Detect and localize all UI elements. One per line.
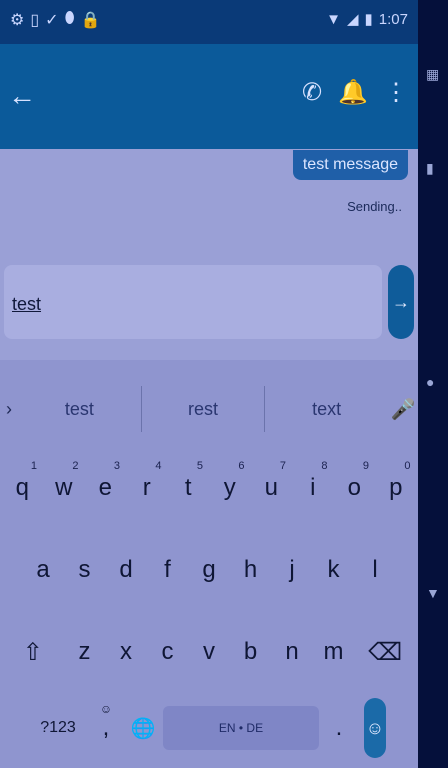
emoji-enter-key[interactable]: ☺ bbox=[364, 698, 386, 758]
app-bar-actions: ✆ 🔔 ⋮ bbox=[302, 78, 408, 107]
bell-icon[interactable]: 🔔 bbox=[338, 79, 368, 106]
microphone-icon[interactable]: 🎤 bbox=[390, 398, 416, 421]
key-f[interactable]: f bbox=[164, 556, 171, 583]
more-options-icon[interactable]: ⋮ bbox=[384, 79, 408, 106]
status-time: 1:07 bbox=[378, 10, 408, 28]
send-arrow-icon: → bbox=[392, 291, 410, 312]
navigation-bar: ▦ ▮ ● ▼ bbox=[418, 0, 448, 768]
suggestion-2[interactable]: rest bbox=[188, 398, 219, 419]
key-z[interactable]: z bbox=[78, 638, 91, 665]
check-icon: ✓ bbox=[45, 12, 59, 29]
sim-icon: ▯ bbox=[30, 12, 40, 29]
message-status: Sending.. bbox=[347, 199, 402, 214]
globe-icon: 🌐 bbox=[130, 717, 156, 740]
chevron-right-icon[interactable]: › bbox=[6, 398, 12, 419]
status-icons-left: ⚙ ▯ ✓ ⬮ 🔒 bbox=[10, 10, 101, 30]
key-row-3: ⇧ z x c v b n m ⌫ bbox=[0, 622, 418, 682]
key-k[interactable]: k bbox=[327, 556, 340, 583]
enter-key-wrap: ☺ bbox=[359, 698, 391, 758]
key-j[interactable]: j bbox=[289, 556, 295, 583]
suggestion-strip: › test rest text 🎤 bbox=[0, 360, 418, 458]
keyboard-switch-icon[interactable]: ▦ bbox=[426, 66, 440, 82]
key-d[interactable]: d bbox=[119, 556, 133, 583]
signal-icon: ◢ bbox=[346, 11, 359, 28]
app-bar: ← ✆ 🔔 ⋮ bbox=[0, 44, 418, 149]
shift-arrow-icon: ⇧ bbox=[22, 638, 43, 666]
key-l[interactable]: l bbox=[372, 556, 378, 583]
key-s[interactable]: s bbox=[78, 556, 91, 583]
send-button[interactable]: → bbox=[388, 265, 414, 339]
key-x[interactable]: x bbox=[120, 638, 132, 665]
suggestion-divider bbox=[140, 386, 142, 432]
message-bubble[interactable]: test message bbox=[292, 150, 408, 180]
symbols-key[interactable]: ?123 bbox=[40, 719, 76, 736]
key-b[interactable]: b bbox=[243, 638, 258, 665]
key-a[interactable]: a bbox=[36, 556, 50, 583]
key-h[interactable]: h bbox=[243, 556, 258, 583]
key-row-2: a s d f g h j k l bbox=[0, 540, 418, 600]
home-icon[interactable]: ● bbox=[426, 374, 435, 390]
gear-icon: ⚙ bbox=[10, 12, 25, 29]
back-nav-icon[interactable]: ▼ bbox=[426, 585, 440, 601]
compose-box[interactable] bbox=[4, 265, 382, 339]
backspace-key[interactable]: ⌫ bbox=[354, 622, 416, 682]
key-row-4: ?123 ☺, 🌐 EN • DE . ☺ bbox=[0, 698, 418, 758]
status-bar: ⚙ ▯ ✓ ⬮ 🔒 ▼ ◢ ▮ 1:07 bbox=[0, 0, 418, 44]
battery-icon: ▮ bbox=[364, 11, 373, 28]
shield-icon: ⬮ bbox=[64, 10, 75, 27]
space-bar[interactable]: EN • DE bbox=[163, 706, 319, 750]
period-key[interactable]: . bbox=[335, 714, 343, 741]
suggestion-3[interactable]: text bbox=[312, 398, 342, 419]
messaging-screen: ⚙ ▯ ✓ ⬮ 🔒 ▼ ◢ ▮ 1:07 ← ✆ 🔔 ⋮ test messag… bbox=[0, 0, 418, 768]
phone-icon[interactable]: ✆ bbox=[302, 79, 323, 106]
message-input[interactable] bbox=[10, 289, 374, 319]
emoji-icon: ☺ bbox=[99, 702, 113, 716]
suggestion-divider bbox=[264, 386, 266, 432]
key-g[interactable]: g bbox=[202, 556, 216, 583]
comma-key[interactable]: ☺, bbox=[99, 702, 113, 741]
key-n[interactable]: n bbox=[285, 638, 299, 665]
key-v[interactable]: v bbox=[203, 638, 215, 665]
backspace-icon: ⌫ bbox=[368, 638, 403, 666]
recents-icon[interactable]: ▮ bbox=[426, 160, 434, 176]
wifi-icon: ▼ bbox=[326, 10, 341, 28]
back-arrow-icon[interactable]: ← bbox=[8, 80, 36, 111]
lock-icon: 🔒 bbox=[80, 12, 101, 29]
language-key[interactable]: 🌐 bbox=[123, 698, 163, 758]
key-m[interactable]: m bbox=[323, 638, 344, 665]
suggestion-1[interactable]: test bbox=[64, 398, 94, 419]
status-icons-right: ▼ ◢ ▮ 1:07 bbox=[326, 10, 408, 29]
key-c[interactable]: c bbox=[161, 638, 174, 665]
smiley-icon: ☺ bbox=[365, 717, 385, 738]
shift-key[interactable]: ⇧ bbox=[2, 622, 64, 682]
